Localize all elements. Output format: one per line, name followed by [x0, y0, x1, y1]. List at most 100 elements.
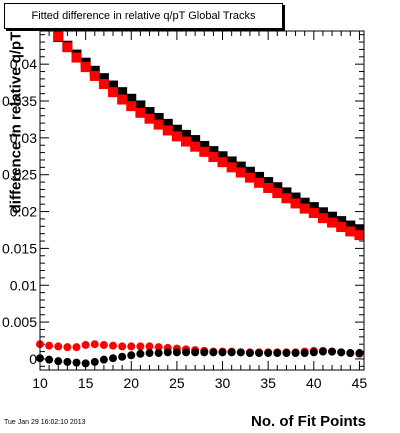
data-point-circle	[355, 349, 364, 358]
data-point-circle	[118, 342, 127, 351]
data-point-square	[144, 107, 155, 118]
y-tick-label: 0.02	[10, 204, 37, 220]
data-point-square	[272, 182, 283, 193]
data-point-square	[354, 224, 365, 235]
data-point-circle	[127, 342, 136, 351]
y-tick-label: 0.03	[10, 130, 37, 146]
data-point-circle	[109, 354, 118, 363]
data-point-circle	[81, 359, 90, 368]
data-point-square	[190, 141, 201, 152]
data-point-circle	[45, 355, 54, 364]
data-point-circle	[172, 348, 181, 357]
data-point-square	[208, 152, 219, 163]
data-point-square	[263, 177, 274, 188]
y-tick-label: 0.01	[10, 277, 37, 293]
data-point-circle	[127, 351, 136, 360]
data-point-circle	[90, 357, 99, 366]
data-point-circle	[81, 340, 90, 349]
data-point-square	[89, 70, 100, 81]
data-point-square	[80, 62, 91, 73]
data-point-circle	[154, 349, 163, 358]
data-point-square	[62, 42, 73, 53]
data-point-square	[153, 112, 164, 123]
data-point-circle	[63, 343, 72, 352]
data-point-circle	[346, 349, 355, 358]
data-point-square	[135, 100, 146, 111]
data-point-square	[281, 193, 292, 204]
data-point-square	[317, 207, 328, 218]
x-axis-label: No. of Fit Points	[251, 413, 366, 430]
data-point-circle	[182, 348, 191, 357]
data-point-square	[171, 124, 182, 135]
data-point-circle	[154, 343, 163, 352]
data-point-square	[181, 136, 192, 147]
data-point-circle	[309, 348, 318, 357]
timestamp: Tue Jan 29 16:02:10 2013	[4, 419, 86, 426]
data-point-circle	[209, 348, 218, 357]
data-point-square	[135, 107, 146, 118]
data-point-square	[71, 52, 82, 63]
y-tick-label: 0.035	[2, 93, 37, 109]
data-point-square	[181, 129, 192, 140]
data-point-circle	[72, 343, 81, 352]
data-point-square	[108, 87, 119, 98]
data-point-circle	[63, 357, 72, 366]
x-tick-label: 10	[32, 375, 48, 391]
data-point-square	[336, 216, 347, 227]
data-point-circle	[45, 341, 54, 350]
data-point-square	[235, 167, 246, 178]
data-point-square	[290, 192, 301, 203]
data-point-circle	[54, 342, 63, 351]
x-tick-label: 45	[352, 375, 368, 391]
data-point-circle	[291, 349, 300, 358]
data-point-square	[299, 203, 310, 214]
data-point-circle	[118, 352, 127, 361]
data-point-square	[226, 156, 237, 167]
y-axis-label: difference in relative q/pT	[7, 31, 25, 214]
data-point-square	[117, 94, 128, 105]
x-tick-label: 30	[215, 375, 231, 391]
x-tick-label: 15	[78, 375, 94, 391]
data-point-circle	[218, 348, 227, 357]
data-point-square	[217, 151, 228, 162]
data-point-square	[153, 119, 164, 130]
data-point-square	[336, 222, 347, 233]
data-point-circle	[90, 340, 99, 349]
tick-labels: 10 15 20 25 30 35 40 45 0 0.005 0.01 0.015 0.02 0.025…	[2, 56, 367, 391]
data-point-circle	[136, 342, 145, 351]
data-point-square	[299, 197, 310, 208]
data-point-square	[98, 73, 109, 84]
data-point-square	[281, 187, 292, 198]
data-point-circle	[99, 340, 108, 349]
data-point-square	[89, 65, 100, 76]
data-point-square	[272, 188, 283, 199]
data-point-square	[208, 146, 219, 157]
data-point-square	[308, 202, 319, 213]
data-point-square	[345, 226, 356, 237]
y-tick-label: 0.015	[2, 240, 37, 256]
chart-title-box: Fitted difference in relative q/pT Globa…	[4, 3, 283, 29]
data-point-square	[199, 146, 210, 157]
data-point-square	[254, 177, 265, 188]
data-point-square	[126, 93, 137, 104]
data-point-square	[327, 217, 338, 228]
data-point-square	[327, 211, 338, 222]
data-point-circle	[245, 349, 254, 358]
data-point-square	[217, 157, 228, 168]
y-tick-label: 0	[29, 351, 37, 367]
data-point-square	[317, 213, 328, 224]
data-point-circle	[99, 355, 108, 364]
axis-ticks	[39, 31, 364, 370]
data-point-circle	[191, 348, 200, 357]
data-point-circle	[227, 348, 236, 357]
data-point-square	[171, 131, 182, 142]
data-point-square	[162, 125, 173, 136]
data-point-square	[290, 198, 301, 209]
data-point-circle	[264, 349, 273, 358]
data-point-square	[244, 172, 255, 183]
data-point-square	[254, 171, 265, 182]
data-point-circle	[255, 349, 264, 358]
data-point-circle	[136, 349, 145, 358]
data-point-square	[108, 80, 119, 91]
